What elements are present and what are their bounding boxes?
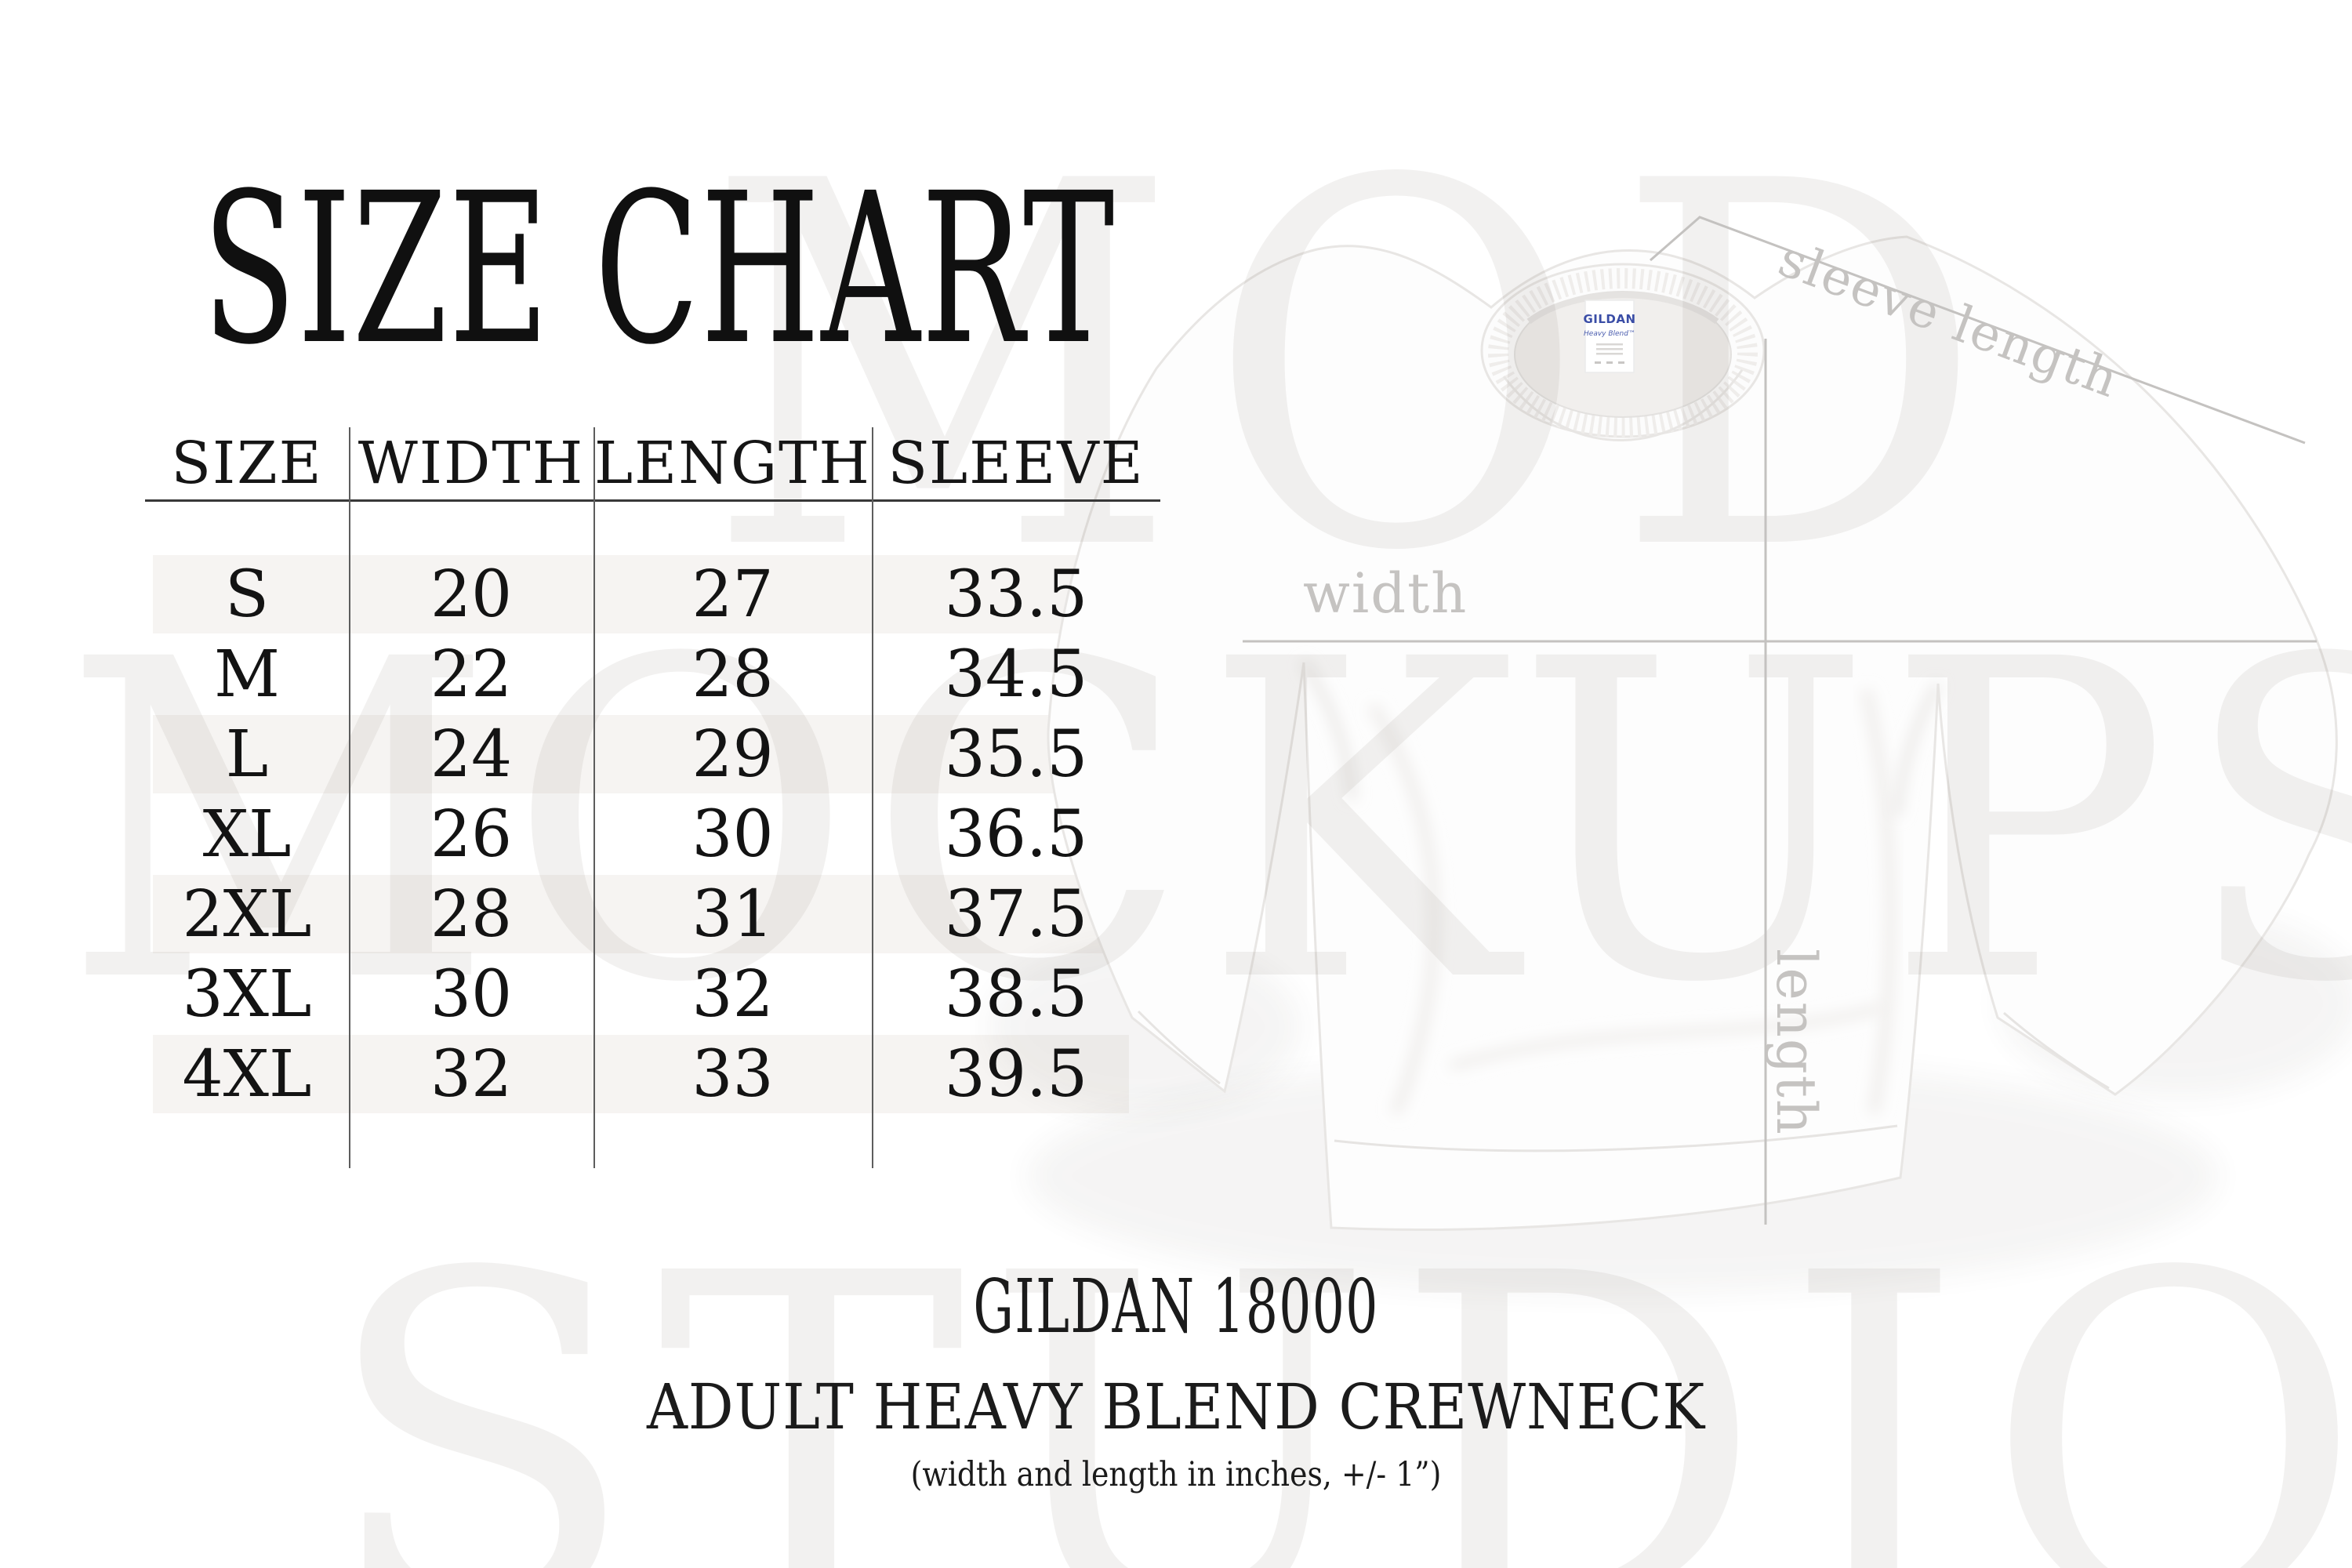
cell-sleeve: 37.5	[944, 877, 1088, 952]
tag-fine-print	[1596, 343, 1623, 346]
width-label: width	[1303, 561, 1468, 626]
waistband-seam	[1334, 1124, 1898, 1152]
cell-width: 20	[430, 557, 513, 632]
watermark-text: STUDIO	[321, 1177, 2352, 1568]
cell-width: 24	[430, 717, 513, 792]
neckline-stitch	[1502, 369, 1744, 441]
column-divider	[593, 427, 595, 1168]
cell-length: 29	[691, 717, 774, 792]
watermark-text: MOD	[706, 76, 2014, 660]
cell-size: 3XL	[182, 957, 312, 1032]
cell-size: 4XL	[182, 1037, 312, 1112]
page-title: SIZE CHART	[202, 149, 1116, 390]
cell-sleeve: 39.5	[944, 1037, 1088, 1112]
header-size: SIZE	[171, 430, 323, 497]
tag-fine-print	[1596, 353, 1623, 355]
cell-width: 28	[430, 877, 513, 952]
sleeve-length-line	[1650, 216, 2306, 445]
row-stripe	[153, 555, 1129, 633]
table-row: L 24 29 35.5	[145, 715, 1160, 795]
table-row: M 22 28 34.5	[145, 635, 1160, 715]
fold-line	[1367, 702, 1440, 1116]
tag-sub-text: Heavy Blend™	[1584, 330, 1635, 338]
armpit-shadow	[1893, 681, 1942, 816]
sweatshirt-body	[1047, 235, 2338, 1231]
tag-size-mark	[1595, 361, 1601, 364]
tag-size-mark	[1606, 361, 1613, 364]
row-stripe	[153, 715, 1129, 793]
cell-sleeve: 34.5	[944, 637, 1088, 712]
table-row: 2XL 28 31 37.5	[145, 875, 1160, 955]
cell-size: XL	[202, 797, 292, 872]
size-table: SIZE WIDTH LENGTH SLEEVE S 20 27 33.5 M …	[145, 427, 1160, 1168]
cell-sleeve: 35.5	[944, 717, 1088, 792]
cell-length: 28	[691, 637, 774, 712]
row-stripe	[153, 875, 1129, 953]
table-row: XL 26 30 36.5	[145, 795, 1160, 875]
cell-width: 26	[430, 797, 513, 872]
cuff-seam	[1137, 1010, 1221, 1085]
neck-tag-base	[1584, 299, 1635, 373]
table-row: 3XL 30 32 38.5	[145, 955, 1160, 1035]
measurement-note: (width and length in inches, +/- 1”)	[910, 1455, 1442, 1494]
fold-line	[1449, 1003, 1883, 1071]
cell-length: 33	[691, 1037, 774, 1112]
cell-width: 30	[430, 957, 513, 1032]
cell-length: 30	[691, 797, 774, 872]
header-sleeve: SLEEVE	[887, 430, 1145, 497]
cell-width: 22	[430, 637, 513, 712]
watermark-text: MOCKUPS	[63, 568, 2352, 1079]
table-body: S 20 27 33.5 M 22 28 34.5 L 24 29 35.5	[145, 555, 1160, 1115]
cuff-seam	[2003, 1011, 2110, 1090]
cell-sleeve: 36.5	[944, 797, 1088, 872]
neck-tag: GILDAN Heavy Blend™	[1583, 299, 1635, 373]
tag-brand-text: GILDAN	[1583, 312, 1635, 326]
product-description: ADULT HEAVY BLEND CREWNECK	[646, 1370, 1706, 1443]
row-stripe	[153, 1035, 1129, 1113]
collar-ribbing	[1488, 268, 1758, 437]
cell-length: 31	[691, 877, 774, 952]
header-rule	[145, 499, 1160, 502]
cell-sleeve: 33.5	[944, 557, 1088, 632]
column-divider	[872, 427, 873, 1168]
product-name: GILDAN 18000	[973, 1264, 1379, 1350]
cell-size: 2XL	[182, 877, 312, 952]
header-length: LENGTH	[594, 430, 871, 497]
cell-width: 32	[430, 1037, 513, 1112]
column-divider	[349, 427, 350, 1168]
header-width: WIDTH	[358, 430, 585, 497]
fold-line	[1860, 688, 1896, 1115]
table-row: 4XL 32 33 39.5	[145, 1035, 1160, 1115]
tag-fine-print	[1596, 348, 1623, 350]
cell-size: L	[225, 717, 269, 792]
cell-sleeve: 38.5	[944, 957, 1088, 1032]
cell-length: 32	[691, 957, 774, 1032]
cell-size: M	[214, 637, 280, 712]
cell-size: S	[224, 557, 270, 632]
length-label: length	[1764, 949, 1828, 1136]
table-row: S 20 27 33.5	[145, 555, 1160, 635]
armpit-shadow	[1300, 660, 1356, 800]
cell-length: 27	[691, 557, 774, 632]
tag-size-mark	[1618, 361, 1624, 364]
collar-inner-shadow	[1526, 292, 1719, 325]
table-header-row: SIZE WIDTH LENGTH SLEEVE	[145, 427, 1160, 499]
